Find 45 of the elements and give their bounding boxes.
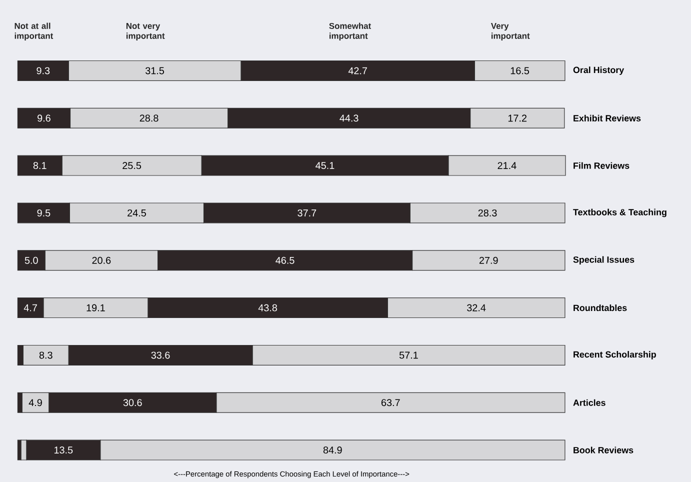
- data-label: 21.4: [498, 162, 516, 169]
- data-label: 8.3: [39, 352, 52, 359]
- data-label: 13.5: [54, 446, 73, 454]
- data-label: 45.1: [316, 162, 334, 169]
- data-label: 32.4: [467, 304, 486, 312]
- data-label: 8.1: [33, 162, 46, 170]
- data-label: 4.7: [24, 304, 37, 312]
- data-label: 30.6: [123, 399, 142, 406]
- data-label: 46.5: [276, 256, 294, 264]
- text: Somewhat important: [329, 22, 372, 40]
- text: Not very important: [126, 23, 165, 40]
- data-label: 27.9: [479, 256, 498, 264]
- data-label: 9.6: [38, 114, 50, 122]
- data-label: 37.7: [298, 209, 316, 216]
- data-label: 20.6: [92, 256, 111, 264]
- data-label: 63.7: [382, 399, 400, 406]
- y-tick-label: Film Reviews: [574, 162, 630, 169]
- y-tick-label: Roundtables: [574, 304, 627, 312]
- data-label: 9.5: [37, 209, 50, 216]
- data-label: 9.3: [36, 67, 50, 74]
- text: Not at all important: [14, 22, 54, 40]
- data-label: 19.1: [86, 304, 105, 312]
- y-tick-label: Exhibit Reviews: [574, 114, 641, 122]
- data-label: 28.8: [140, 114, 158, 122]
- data-label: 57.1: [399, 352, 418, 359]
- y-tick-label: Articles: [573, 399, 606, 406]
- data-label: 31.5: [146, 67, 164, 74]
- y-tick-label: Book Reviews: [574, 446, 634, 454]
- y-tick-label: Textbooks & Teaching: [573, 208, 666, 218]
- data-label: 25.5: [122, 162, 142, 170]
- data-label: 5.0: [24, 256, 38, 264]
- data-label: 42.7: [348, 67, 367, 74]
- data-label: 43.8: [258, 304, 278, 312]
- data-label: 84.9: [323, 446, 342, 454]
- data-label: 16.5: [510, 67, 530, 74]
- data-label: 17.2: [508, 114, 527, 122]
- text: Very important: [490, 23, 530, 40]
- y-tick-label: Special Issues: [573, 256, 634, 265]
- data-label: 4.9: [28, 399, 42, 406]
- data-label: 28.3: [478, 209, 497, 216]
- data-label: 24.5: [128, 209, 146, 216]
- y-tick-label: Recent Scholarship: [574, 351, 656, 360]
- data-label: 44.3: [340, 114, 358, 122]
- data-label: 33.6: [151, 352, 170, 359]
- y-tick-label: Oral History: [573, 66, 624, 75]
